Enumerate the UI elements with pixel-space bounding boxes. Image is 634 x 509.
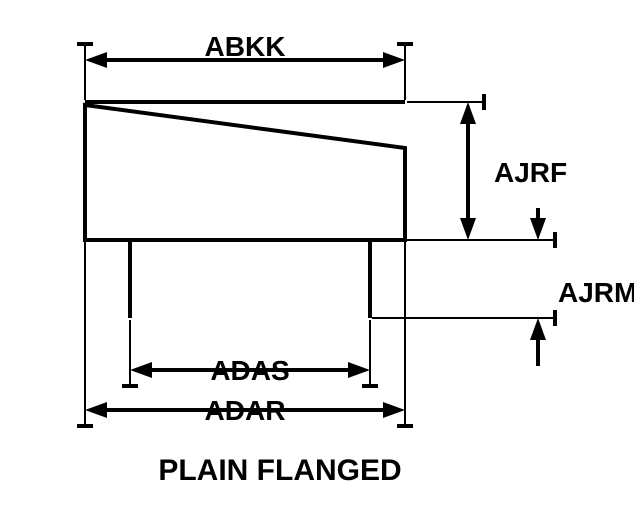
abkk-label: ABKK [205, 31, 286, 62]
arrowhead [460, 102, 476, 124]
arrowhead [85, 402, 107, 418]
arrowhead [383, 52, 405, 68]
arrowhead [85, 52, 107, 68]
arrowhead [348, 362, 370, 378]
arrowhead [530, 318, 546, 340]
arrowhead [460, 218, 476, 240]
arrowhead [130, 362, 152, 378]
ajrf-label: AJRF [494, 157, 567, 188]
diagram-title: PLAIN FLANGED [158, 454, 401, 487]
adas-label: ADAS [210, 355, 289, 386]
arrowhead [530, 218, 546, 240]
flange-body [85, 105, 405, 240]
ajrm-label: AJRM [558, 277, 634, 308]
adar-label: ADAR [205, 395, 286, 426]
arrowhead [383, 402, 405, 418]
